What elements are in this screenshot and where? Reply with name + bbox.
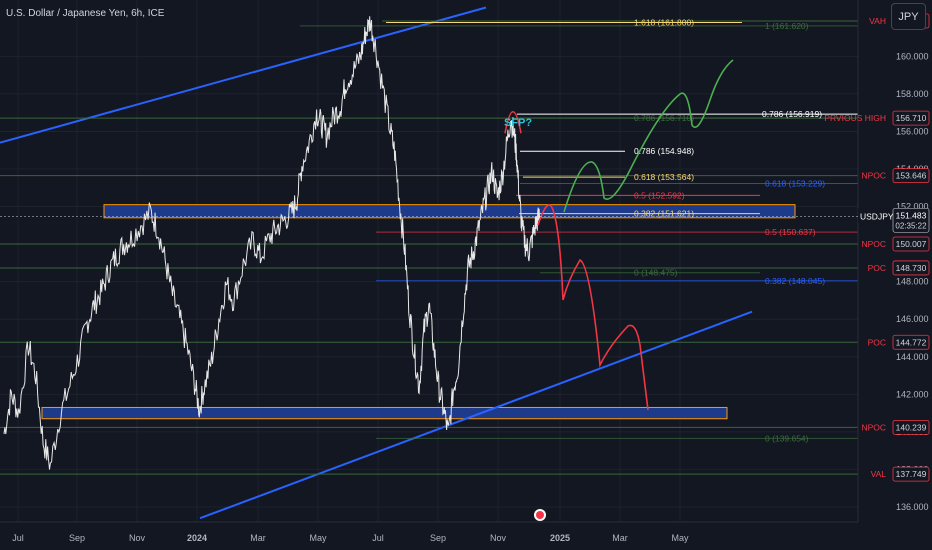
x-tick-label: 2024 bbox=[187, 533, 207, 543]
countdown: 02:35:22 bbox=[895, 221, 927, 230]
level-value: 156.710 bbox=[896, 113, 927, 123]
sfp-arc bbox=[504, 110, 522, 134]
level-value-box bbox=[892, 110, 930, 126]
currency-button[interactable]: JPY bbox=[891, 3, 926, 30]
y-tick-label: 142.000 bbox=[896, 389, 929, 399]
fib-label: 0.786 (156.710) bbox=[634, 113, 694, 123]
y-tick-label: 146.000 bbox=[896, 314, 929, 324]
level-value: 140.239 bbox=[896, 422, 927, 432]
bearish-projection bbox=[537, 204, 649, 411]
x-tick-label: Sep bbox=[430, 533, 446, 543]
x-tick-label: Nov bbox=[490, 533, 507, 543]
current-price-box bbox=[892, 207, 930, 233]
x-tick-label: Mar bbox=[250, 533, 266, 543]
y-tick-label: 160.000 bbox=[896, 51, 929, 61]
x-tick-label: May bbox=[671, 533, 689, 543]
fib-label: 0.382 (151.621) bbox=[634, 209, 694, 219]
level-label: POC bbox=[868, 263, 886, 273]
fib-label: 0 (148.475) bbox=[634, 268, 678, 278]
symbol-box bbox=[858, 208, 894, 224]
fib-label: 0.5 (150.637) bbox=[765, 227, 816, 237]
fib-label: 1.618 (161.800) bbox=[634, 18, 694, 28]
x-tick-label: Jul bbox=[372, 533, 384, 543]
x-tick-label: Jul bbox=[12, 533, 24, 543]
fib-label: 0.382 (148.045) bbox=[765, 276, 825, 286]
event-marker-icon-inner bbox=[536, 511, 544, 519]
symbol-label: USDJPY bbox=[860, 211, 894, 221]
level-value-box bbox=[892, 168, 930, 184]
level-value: 148.730 bbox=[896, 263, 927, 273]
chart-title: U.S. Dollar / Japanese Yen, 6h, ICE bbox=[6, 8, 165, 19]
level-value: 153.646 bbox=[896, 171, 927, 181]
fib-label: 0.618 (153.229) bbox=[765, 178, 825, 188]
level-label: NPOC bbox=[861, 171, 886, 181]
upper-trendline bbox=[0, 6, 487, 144]
fib-label: 0.786 (154.948) bbox=[634, 146, 694, 156]
x-tick-label: Nov bbox=[129, 533, 146, 543]
x-tick-label: 2025 bbox=[550, 533, 570, 543]
level-label: NPOC bbox=[861, 422, 886, 432]
current-price-value: 151.483 bbox=[896, 210, 927, 220]
level-value-box bbox=[892, 466, 930, 482]
y-tick-label: 156.000 bbox=[896, 126, 929, 136]
sfp-annotation: SFP? bbox=[504, 117, 532, 129]
level-value: 150.007 bbox=[896, 239, 927, 249]
level-label: NPOC bbox=[861, 239, 886, 249]
fib-label: 0 (139.654) bbox=[765, 433, 809, 443]
level-value: 144.772 bbox=[896, 337, 927, 347]
supply-demand-zone bbox=[103, 204, 796, 219]
lower-trendline bbox=[199, 310, 753, 520]
level-value-box bbox=[892, 260, 930, 276]
level-value-box bbox=[892, 419, 930, 435]
level-label: PRVIOUS HIGH bbox=[824, 113, 886, 123]
fib-label: 0.5 (152.592) bbox=[634, 190, 685, 200]
y-tick-label: 158.000 bbox=[896, 89, 929, 99]
time-axis bbox=[0, 522, 932, 550]
level-value: 137.749 bbox=[896, 469, 927, 479]
y-tick-label: 152.000 bbox=[896, 202, 929, 212]
x-tick-label: Sep bbox=[69, 533, 85, 543]
level-label: POC bbox=[868, 337, 886, 347]
y-tick-label: 148.000 bbox=[896, 277, 929, 287]
fib-label: 0.786 (156.919) bbox=[762, 109, 822, 119]
level-label: VAL bbox=[871, 469, 887, 479]
fib-label: 0.618 (153.564) bbox=[634, 172, 694, 182]
fib-label: 1 (161.620) bbox=[765, 21, 809, 31]
y-tick-label: 136.000 bbox=[896, 502, 929, 512]
level-value-box bbox=[892, 236, 930, 252]
x-tick-label: May bbox=[309, 533, 327, 543]
level-value-box bbox=[892, 334, 930, 350]
supply-demand-zone bbox=[41, 406, 728, 420]
y-tick-label: 144.000 bbox=[896, 352, 929, 362]
price-series bbox=[3, 16, 541, 470]
level-label: VAH bbox=[869, 16, 886, 26]
x-tick-label: Mar bbox=[612, 533, 628, 543]
bullish-projection bbox=[563, 59, 734, 213]
